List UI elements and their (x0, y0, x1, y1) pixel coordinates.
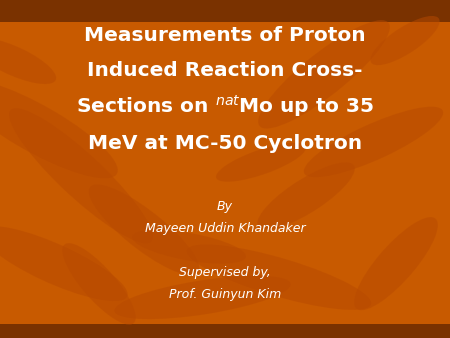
Ellipse shape (114, 276, 291, 319)
Bar (0, 324, 450, 338)
Ellipse shape (62, 243, 136, 325)
Bar (0, 0, 450, 22)
Ellipse shape (0, 38, 56, 84)
Text: Supervised by,: Supervised by, (179, 266, 271, 279)
Ellipse shape (370, 16, 440, 65)
Ellipse shape (216, 143, 306, 182)
Text: Mayeen Uddin Khandaker: Mayeen Uddin Khandaker (145, 222, 305, 235)
Ellipse shape (89, 185, 199, 275)
Ellipse shape (187, 244, 371, 310)
Ellipse shape (354, 217, 438, 310)
Ellipse shape (9, 108, 153, 243)
Text: Prof. Guinyun Kim: Prof. Guinyun Kim (169, 288, 281, 300)
Ellipse shape (257, 163, 355, 230)
Ellipse shape (0, 226, 128, 301)
Text: By: By (217, 200, 233, 213)
Text: MeV at MC-50 Cyclotron: MeV at MC-50 Cyclotron (88, 134, 362, 153)
Ellipse shape (304, 107, 443, 177)
Text: Induced Reaction Cross-: Induced Reaction Cross- (87, 62, 363, 80)
Ellipse shape (258, 20, 390, 128)
Ellipse shape (0, 78, 118, 178)
Text: Sections on $^{nat}$Mo up to 35: Sections on $^{nat}$Mo up to 35 (76, 94, 374, 119)
Ellipse shape (132, 230, 246, 264)
Text: Measurements of Proton: Measurements of Proton (84, 26, 366, 45)
